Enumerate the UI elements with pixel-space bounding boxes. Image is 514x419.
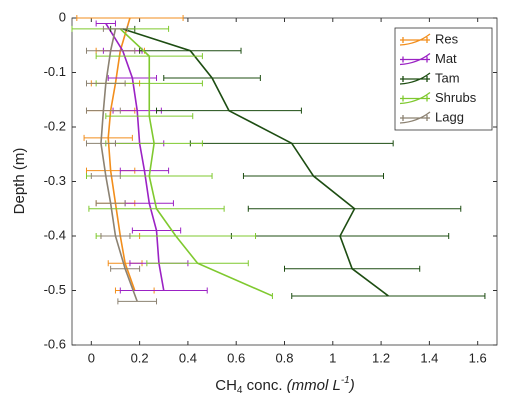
series-line xyxy=(100,28,138,302)
y-tick-label: -0.4 xyxy=(44,227,66,242)
y-tick-label: -0.1 xyxy=(44,64,66,79)
x-tick-label: 1 xyxy=(329,350,336,365)
error-bar xyxy=(117,298,158,305)
x-tick-label: 0 xyxy=(88,350,95,365)
y-tick-label: -0.3 xyxy=(44,173,66,188)
x-tick-label: 1.6 xyxy=(469,350,487,365)
legend-swatch xyxy=(399,72,431,85)
x-tick-label: 0.4 xyxy=(179,350,197,365)
x-axis-label: CH4 conc. (mmol L-1) xyxy=(215,375,355,396)
legend-swatch xyxy=(399,91,431,105)
series-line xyxy=(122,28,389,297)
y-tick-label: -0.2 xyxy=(44,118,66,133)
error-bar xyxy=(76,15,184,21)
x-tick-label: 1.4 xyxy=(420,350,438,365)
y-tick-label: 0 xyxy=(59,9,66,24)
legend-label: Shrubs xyxy=(435,90,477,105)
x-tick-label: 0.2 xyxy=(131,350,149,365)
legend-swatch xyxy=(399,33,431,46)
y-axis-label: Depth (m) xyxy=(11,148,28,215)
y-tick-label: -0.6 xyxy=(44,336,66,351)
series-line xyxy=(119,28,273,297)
legend-label: Mat xyxy=(435,51,457,66)
legend-label: Tam xyxy=(435,70,460,85)
legend-swatch xyxy=(399,52,431,66)
x-tick-label: 0.8 xyxy=(275,350,293,365)
y-tick-label: -0.5 xyxy=(44,282,66,297)
legend-label: Lagg xyxy=(435,109,464,124)
series-line xyxy=(105,23,165,291)
error-bar xyxy=(102,25,129,32)
series-line xyxy=(107,17,136,291)
x-tick-label: 1.2 xyxy=(372,350,390,365)
legend-swatch xyxy=(399,111,431,124)
x-tick-label: 0.6 xyxy=(227,350,245,365)
legend-label: Res xyxy=(435,31,459,46)
